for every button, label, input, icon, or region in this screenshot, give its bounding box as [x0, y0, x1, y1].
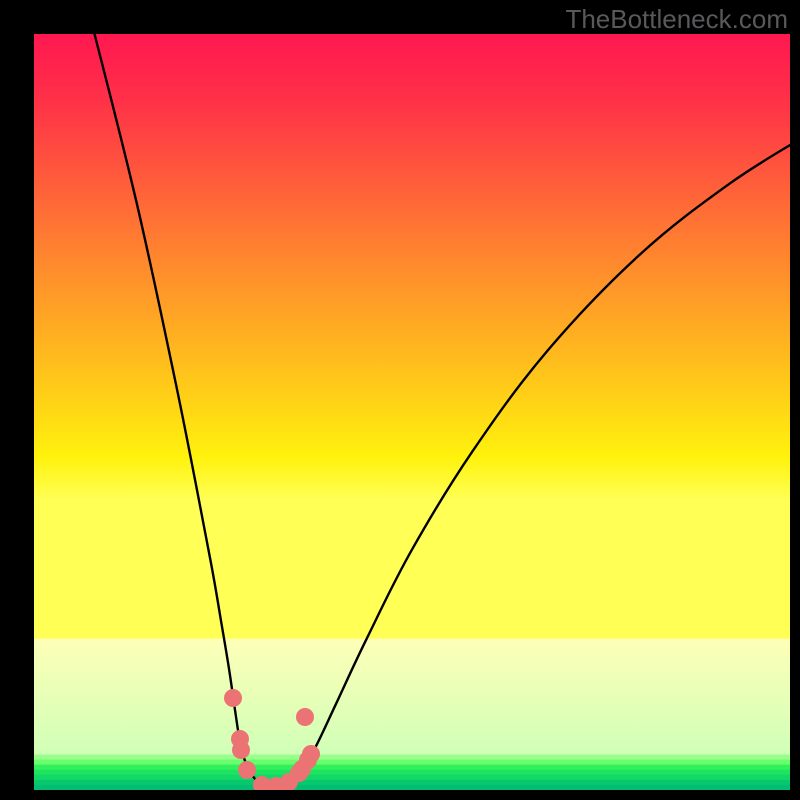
data-marker [296, 708, 314, 726]
chart-canvas: TheBottleneck.com [0, 0, 800, 800]
border-bottom [0, 790, 800, 800]
data-marker [302, 745, 320, 763]
data-marker [232, 741, 250, 759]
border-right [790, 0, 800, 800]
watermark-text: TheBottleneck.com [565, 4, 788, 35]
data-marker [238, 761, 256, 779]
data-marker [224, 689, 242, 707]
markers-layer [34, 34, 790, 790]
plot-area [34, 34, 790, 790]
border-left [0, 0, 34, 800]
